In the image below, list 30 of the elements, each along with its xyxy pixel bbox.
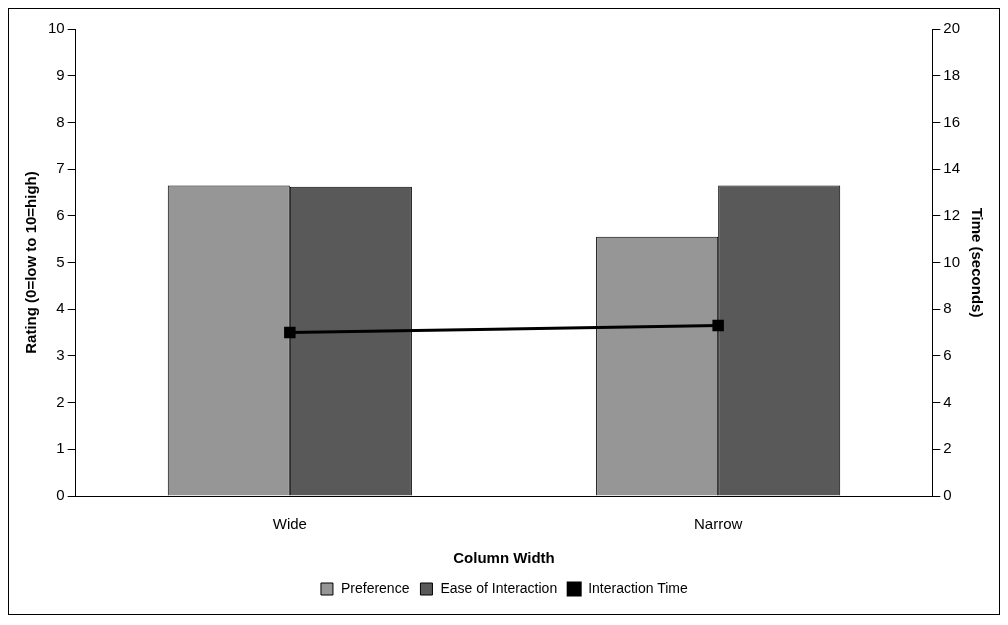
y-tick-label: 9	[56, 65, 65, 83]
y-tick-label: 8	[56, 112, 65, 130]
legend-label: Ease of Interaction	[440, 579, 558, 596]
x-tick-label: Narrow	[693, 515, 743, 533]
y-tick-label: 7	[56, 159, 65, 177]
y2-tick-label: 10	[943, 252, 960, 270]
y2-tick-label: 4	[943, 392, 952, 410]
y2-tick-label: 16	[943, 112, 960, 130]
y2-tick-label: 0	[943, 486, 952, 504]
x-tick-label: Wide	[272, 515, 307, 533]
y-tick-label: 1	[56, 439, 65, 457]
y-tick-label: 5	[56, 252, 65, 270]
y2-tick-label: 20	[943, 19, 960, 37]
y2-tick-label: 18	[943, 65, 960, 83]
y-tick-label: 6	[56, 205, 65, 223]
y-tick-label: 3	[56, 346, 65, 364]
y-tick-label: 4	[56, 299, 65, 317]
y2-tick-label: 14	[943, 159, 960, 177]
y2-tick-label: 12	[943, 205, 960, 223]
y2-axis-title: Time (seconds)	[968, 207, 986, 318]
y-axis-title: Rating (0=low to 10=high)	[22, 171, 40, 354]
x-axis-title: Column Width	[453, 549, 555, 567]
y-tick-label: 0	[56, 486, 65, 504]
y2-tick-label: 8	[943, 299, 952, 317]
y2-tick-label: 6	[943, 346, 952, 364]
legend-label: Preference	[340, 579, 410, 596]
y-tick-label: 10	[48, 19, 65, 37]
legend-label: Interaction Time	[588, 579, 688, 596]
y-tick-label: 2	[56, 392, 65, 410]
y2-tick-label: 2	[943, 439, 952, 457]
